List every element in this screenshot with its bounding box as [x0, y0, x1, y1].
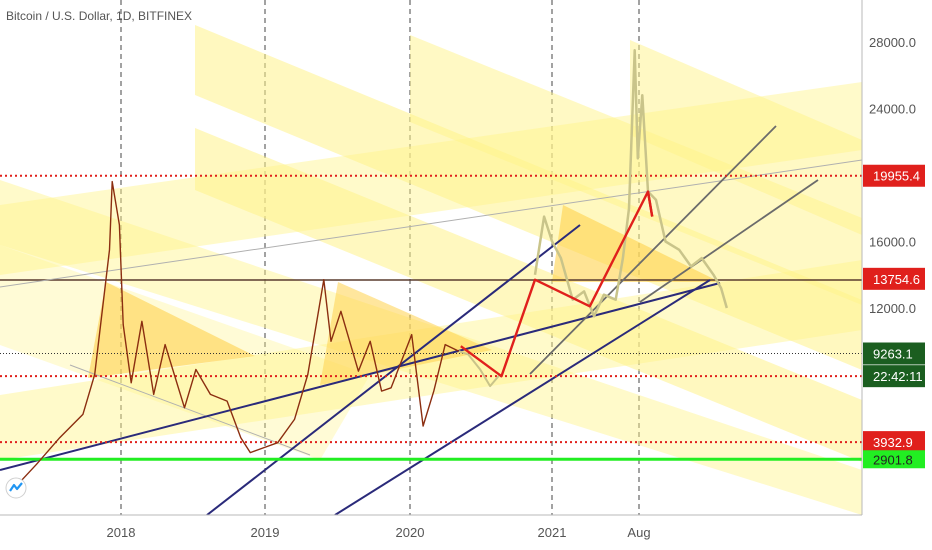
price-tag — [863, 342, 925, 365]
price-tag-label: 22:42:11 — [873, 369, 923, 384]
price-tag-label: 19955.4 — [873, 169, 920, 184]
time-axis[interactable]: 2018 2019 2020 2021 Aug — [107, 525, 651, 540]
price-tag-label: 3932.9 — [873, 435, 913, 450]
y-tick-label: 16000.0 — [869, 235, 916, 250]
price-tag-label: 13754.6 — [873, 272, 920, 287]
price-tag-label: 2901.8 — [873, 452, 913, 467]
x-tick-label: 2020 — [396, 525, 425, 540]
x-tick-label: Aug — [627, 525, 650, 540]
zigzag-arrow-end — [646, 191, 654, 217]
tradingview-logo[interactable] — [5, 477, 27, 499]
projected-price-line — [533, 49, 729, 318]
price-tag — [863, 450, 925, 469]
price-tag — [863, 365, 925, 388]
grey-channel-line — [0, 159, 862, 288]
x-tick-label: 2021 — [538, 525, 567, 540]
price-tag — [863, 431, 925, 454]
channel-band — [0, 82, 862, 275]
triangle-pattern — [552, 205, 720, 282]
channel-band — [410, 35, 862, 305]
grey-channel-line — [69, 364, 311, 456]
price-tag-label: 9263.1 — [873, 347, 913, 362]
price-tag — [863, 164, 925, 187]
grey-trendline — [529, 125, 777, 375]
channel-band — [630, 40, 862, 235]
x-tick-label: 2019 — [251, 525, 280, 540]
y-tick-label: 28000.0 — [869, 35, 916, 50]
y-tick-label: 12000.0 — [869, 301, 916, 316]
chart-title: Bitcoin / U.S. Dollar, 1D, BITFINEX — [6, 9, 192, 23]
price-series — [12, 49, 729, 490]
projected-price-line — [458, 350, 501, 388]
price-tags: 19955.4 13754.6 9263.1 22:42:11 3932.9 2901.8 — [863, 164, 925, 469]
navy-trendline — [334, 279, 711, 515]
navy-trendline — [206, 224, 581, 515]
grey-trendline — [639, 179, 819, 303]
x-tick-label: 2018 — [107, 525, 136, 540]
channel-band — [195, 25, 862, 370]
horizontal-levels — [0, 174, 862, 461]
y-tick-label: 24000.0 — [869, 102, 916, 117]
price-tag — [863, 267, 925, 290]
price-line — [12, 180, 460, 490]
